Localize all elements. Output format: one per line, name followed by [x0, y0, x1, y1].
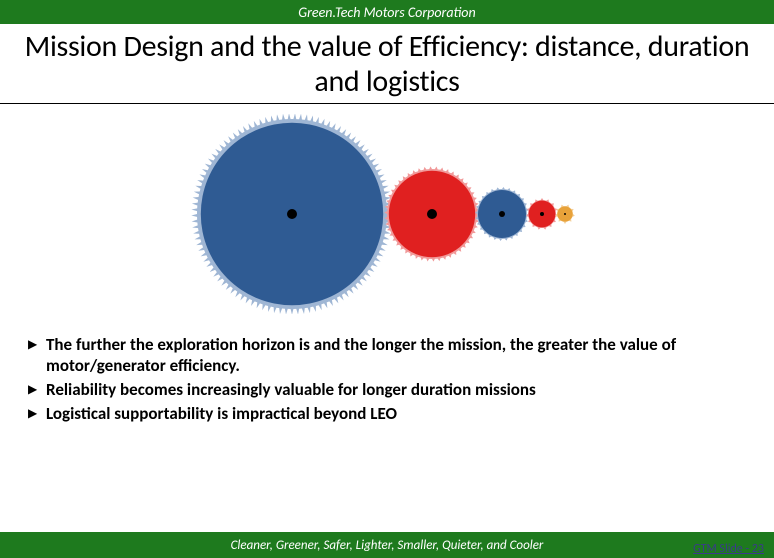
bullet-marker-icon: ▶ [28, 403, 46, 425]
gear-center [287, 209, 297, 219]
gear-center [540, 212, 544, 216]
slide: Green.Tech Motors Corporation Mission De… [0, 0, 774, 558]
gear-center [564, 213, 566, 215]
bullet-marker-icon: ▶ [28, 334, 46, 356]
header-text: Green.Tech Motors Corporation [298, 4, 475, 21]
gear-center [427, 209, 437, 219]
footer-text: Cleaner, Greener, Safer, Lighter, Smalle… [231, 538, 544, 553]
bullet-text: The further the exploration horizon is a… [46, 334, 746, 377]
header-bar: Green.Tech Motors Corporation [0, 0, 774, 24]
bullet-row: ▶Logistical supportability is impractica… [28, 403, 746, 425]
gear-diagram [0, 104, 774, 324]
bullet-text: Logistical supportability is impractical… [46, 403, 397, 424]
slide-number: GTM Slide - 23 [693, 542, 764, 556]
gear-center [499, 211, 505, 217]
slide-title: Mission Design and the value of Efficien… [20, 30, 754, 99]
gear-svg [177, 114, 597, 314]
title-area: Mission Design and the value of Efficien… [0, 24, 774, 104]
bullet-row: ▶Reliability becomes increasingly valuab… [28, 379, 746, 401]
bullet-marker-icon: ▶ [28, 379, 46, 401]
footer-bar: Cleaner, Greener, Safer, Lighter, Smalle… [0, 532, 774, 558]
bullet-text: Reliability becomes increasingly valuabl… [46, 379, 536, 400]
bullet-row: ▶The further the exploration horizon is … [28, 334, 746, 377]
bullet-list: ▶The further the exploration horizon is … [0, 324, 774, 437]
